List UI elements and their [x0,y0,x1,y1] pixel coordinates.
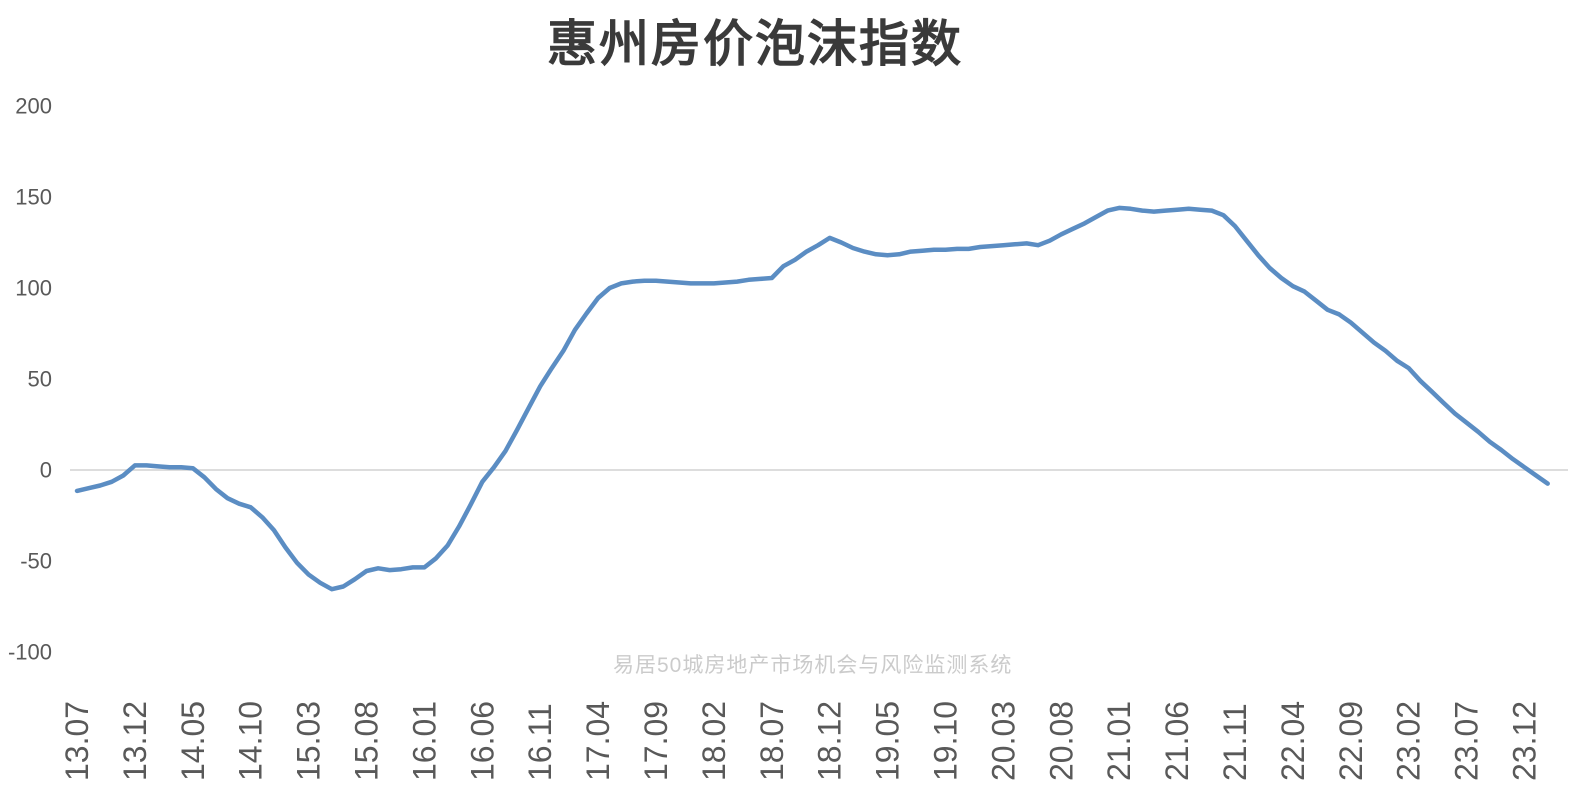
watermark-text: 易居50城房地产市场机会与风险监测系统 [613,654,1013,677]
x-tick-label: 21.06 [1159,701,1195,781]
x-tick-label: 17.09 [638,701,674,781]
y-axis-labels: 200 150 100 50 0 -50 -100 [8,94,52,665]
y-tick-label: -100 [8,640,52,665]
x-tick-label: 21.01 [1101,701,1137,781]
x-tick-label: 19.10 [928,701,964,781]
x-tick-label: 15.08 [349,701,385,781]
x-tick-label: 20.08 [1043,701,1079,781]
x-tick-label: 23.07 [1449,701,1485,781]
chart-title: 惠州房价泡沫指数 [547,14,963,73]
x-axis-labels: 13.07 13.12 14.05 14.10 15.03 15.08 16.01 16.06… [59,701,1543,781]
x-tick-label: 13.12 [117,701,153,781]
x-tick-label: 15.03 [291,701,327,781]
x-tick-label: 18.02 [696,701,732,781]
x-tick-label: 17.04 [580,701,616,781]
x-tick-label: 14.05 [175,701,211,781]
x-tick-label: 19.05 [870,701,906,781]
x-tick-label: 23.12 [1507,701,1543,781]
x-tick-label: 16.11 [522,703,558,781]
x-tick-label: 14.10 [233,701,269,781]
x-tick-label: 22.09 [1333,701,1369,781]
x-tick-label: 18.07 [754,701,790,781]
bubble-index-line [74,205,1550,592]
x-tick-label: 22.04 [1275,701,1311,781]
y-tick-label: 50 [28,367,52,392]
y-tick-label: 150 [15,185,52,210]
y-tick-label: 100 [15,276,52,301]
x-tick-label: 18.12 [812,701,848,781]
y-tick-label: 200 [15,94,52,119]
x-tick-label: 21.11 [1217,703,1253,781]
x-tick-label: 20.03 [985,701,1021,781]
x-tick-label: 16.01 [406,701,442,781]
y-tick-label: 0 [40,458,52,483]
x-tick-label: 16.06 [464,701,500,781]
x-tick-label: 13.07 [59,701,95,781]
x-tick-label: 23.02 [1391,701,1427,781]
y-tick-label: -50 [20,549,52,574]
